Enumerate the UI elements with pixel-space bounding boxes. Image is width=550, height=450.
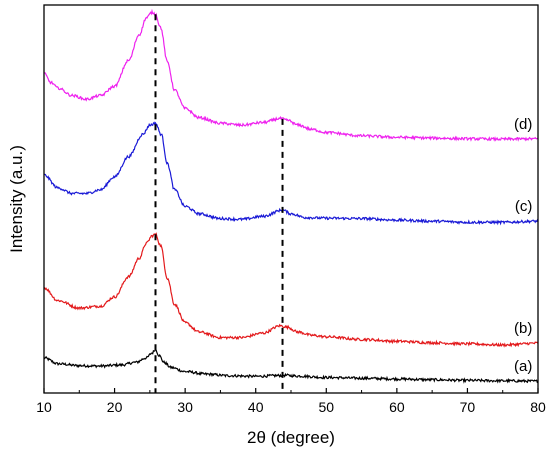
series-line-d <box>43 8 539 142</box>
x-axis-label: 2θ (degree) <box>247 428 335 447</box>
series-line-a <box>43 347 539 384</box>
series-label-d: (d) <box>514 116 532 133</box>
series-layer <box>43 8 539 384</box>
series-line-b <box>44 232 539 348</box>
x-tick-label: 60 <box>389 399 405 415</box>
x-tick-label: 70 <box>460 399 476 415</box>
series-line-c <box>43 121 539 226</box>
x-tick-label: 30 <box>177 399 193 415</box>
series-label-c: (c) <box>515 198 533 215</box>
y-axis-label: Intensity (a.u.) <box>7 145 26 253</box>
x-tick-label: 40 <box>248 399 264 415</box>
series-label-a: (a) <box>514 358 532 375</box>
x-tick-label: 10 <box>36 399 52 415</box>
x-tick-label: 50 <box>318 399 334 415</box>
x-tick-label: 80 <box>530 399 546 415</box>
series-labels: (a) (b) (c) (d) <box>514 116 532 375</box>
plot-frame <box>43 4 539 394</box>
x-tick-label: 20 <box>107 399 123 415</box>
reference-lines <box>154 14 284 393</box>
x-ticks: 10 20 30 40 50 60 70 80 <box>36 388 546 415</box>
series-label-b: (b) <box>514 320 532 337</box>
